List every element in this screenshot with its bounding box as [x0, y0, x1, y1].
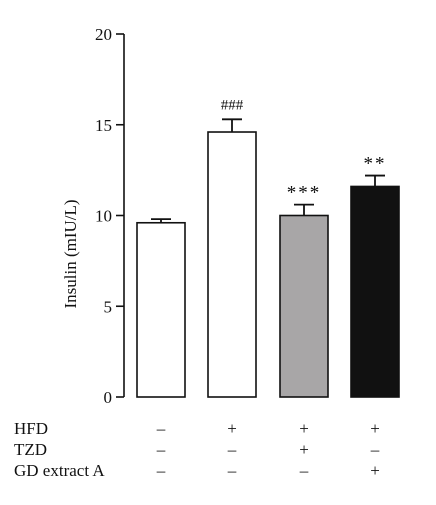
- treatment-sign: +: [227, 419, 237, 438]
- y-tick-label: 0: [104, 388, 113, 407]
- treatment-sign: –: [156, 419, 166, 438]
- y-tick-label: 20: [95, 25, 112, 44]
- error-bars: [151, 118, 385, 223]
- treatment-sign: –: [156, 461, 166, 480]
- significance-mark: ###: [221, 97, 244, 113]
- bar: [350, 185, 400, 398]
- significance-mark: ***: [287, 183, 322, 204]
- y-tick-label: 5: [104, 297, 113, 316]
- treatment-table: HFD – + + + TZD – – + – GD extract A – – – +: [14, 419, 380, 480]
- treatment-sign: –: [227, 440, 237, 459]
- bar: [279, 214, 329, 398]
- significance-marks: ###*****: [221, 97, 387, 204]
- significance-mark: **: [364, 154, 387, 175]
- treatment-sign: +: [299, 419, 309, 438]
- bar: [207, 131, 257, 398]
- y-axis-label: Insulin (mIU/L): [61, 199, 80, 308]
- treatment-sign: –: [370, 440, 380, 459]
- treatment-sign: –: [156, 440, 166, 459]
- treatment-sign: –: [299, 461, 309, 480]
- y-axis: 0 5 10 15 20: [95, 25, 125, 407]
- treatment-sign: –: [227, 461, 237, 480]
- treatment-sign: +: [370, 419, 380, 438]
- bars: [136, 131, 400, 398]
- treatment-sign: +: [370, 461, 380, 480]
- y-tick-label: 15: [95, 116, 112, 135]
- treatment-row-label: TZD: [14, 440, 47, 459]
- y-tick-label: 10: [95, 207, 112, 226]
- treatment-row-label: GD extract A: [14, 461, 105, 480]
- treatment-sign: +: [299, 440, 309, 459]
- treatment-row-label: HFD: [14, 419, 48, 438]
- bar: [136, 221, 186, 398]
